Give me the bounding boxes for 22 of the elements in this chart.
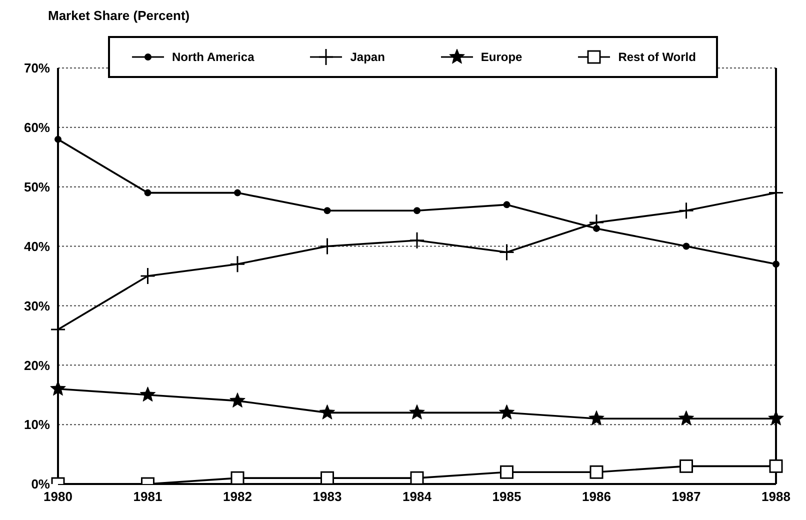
y-tick-label: 10% [24,417,50,432]
legend-label: Japan [350,50,385,64]
x-tick-label: 1982 [223,489,252,504]
legend-label: Rest of World [618,50,696,64]
x-tick-label: 1985 [492,489,522,504]
y-tick-label: 60% [24,120,50,136]
x-tick-label: 1984 [402,489,432,504]
x-tick-label: 1983 [312,489,342,504]
y-tick-label: 20% [24,358,50,373]
x-tick-label: 1980 [44,489,72,504]
x-tick-label: 1981 [133,489,162,504]
y-tick-label: 30% [24,298,50,314]
legend-label: North America [172,50,254,64]
y-axis-title: Market Share (Percent) [48,8,190,23]
legend-label: Europe [480,50,522,64]
x-tick-label: 1987 [672,489,701,504]
y-tick-label: 40% [24,238,50,254]
x-tick-label: 1988 [762,489,790,504]
x-tick-label: 1986 [582,489,611,504]
y-tick-label: 0% [31,476,50,492]
y-tick-label: 50% [24,179,50,194]
y-tick-label: 70% [24,60,50,76]
